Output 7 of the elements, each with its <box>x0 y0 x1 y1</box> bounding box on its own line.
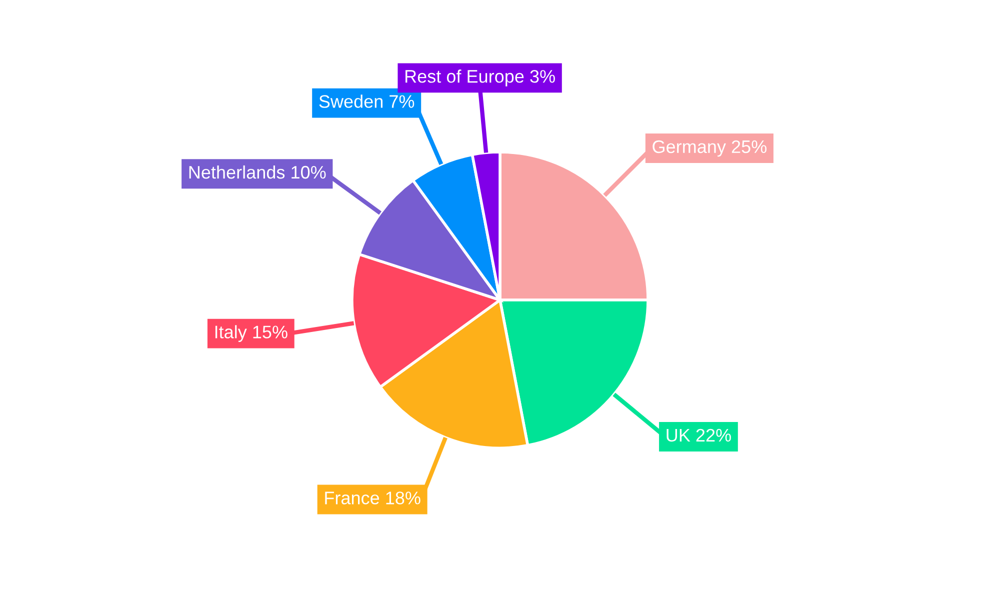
slice-label: Rest of Europe 3% <box>406 70 555 86</box>
slice-label: Germany 25% <box>652 140 767 157</box>
slice-label: Netherlands 10% <box>189 165 326 179</box>
slice-label: Sweden 7% <box>319 94 414 108</box>
slice-label: UK 22% <box>666 428 731 442</box>
slice-label: France 18% <box>325 492 420 504</box>
slice-label: Italy 15% <box>215 325 288 342</box>
